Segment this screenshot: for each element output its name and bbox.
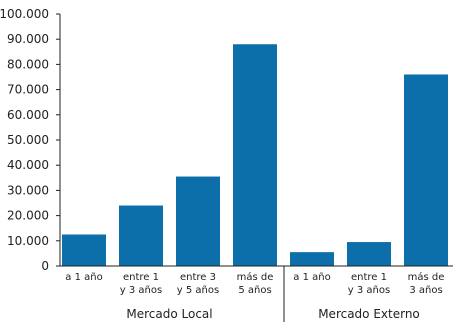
bar — [233, 44, 277, 266]
x-axis — [59, 14, 453, 322]
y-axis-ticks: 0 10.000 20.000 30.000 40.000 50.000 60.000 70.… — [0, 7, 60, 273]
y-tick-label: 90.000 — [7, 32, 49, 46]
bar — [119, 205, 163, 266]
group-label: Mercado Externo — [318, 307, 420, 321]
bar — [404, 74, 448, 266]
x-category-label: a 1 año — [65, 272, 102, 283]
y-tick-label: 100.000 — [0, 7, 49, 21]
y-tick-label: 40.000 — [7, 158, 49, 172]
group-labels: Mercado Local Mercado Externo — [126, 307, 419, 321]
y-tick-label: 20.000 — [7, 209, 49, 223]
x-category-label: a 1 año — [293, 272, 330, 283]
y-tick-label: 60.000 — [7, 108, 49, 122]
y-tick-label: 70.000 — [7, 83, 49, 97]
y-tick-label: 30.000 — [7, 183, 49, 197]
bar — [176, 176, 220, 266]
x-category-label: más de 3 años — [408, 271, 445, 296]
bars — [62, 44, 448, 266]
bar — [62, 234, 106, 266]
bar — [290, 252, 334, 266]
x-category-label: más de 5 años — [237, 271, 274, 296]
bar — [347, 242, 391, 266]
group-label: Mercado Local — [126, 307, 212, 321]
y-tick-label: 80.000 — [7, 57, 49, 71]
y-tick-label: 0 — [41, 259, 49, 273]
y-tick-label: 50.000 — [7, 133, 49, 147]
y-tick-label: 10.000 — [7, 234, 49, 248]
